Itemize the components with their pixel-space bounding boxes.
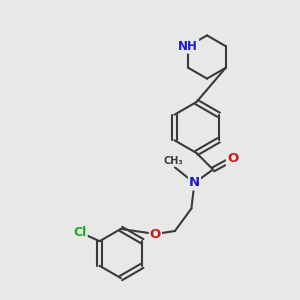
- Text: O: O: [150, 227, 161, 241]
- Text: NH: NH: [178, 40, 198, 53]
- Text: O: O: [227, 152, 238, 166]
- Text: Cl: Cl: [74, 226, 87, 239]
- Text: N: N: [189, 176, 200, 190]
- Text: CH₃: CH₃: [164, 156, 183, 166]
